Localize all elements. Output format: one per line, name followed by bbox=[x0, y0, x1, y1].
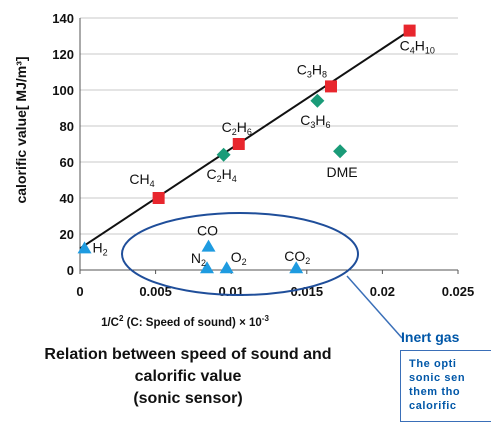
x-tick-labels: 0 0.005 0.01 0.015 0.02 0.025 bbox=[76, 284, 474, 299]
point-c2h6 bbox=[232, 138, 245, 150]
y-tick-label: 100 bbox=[52, 83, 74, 98]
label-o2: O2 bbox=[231, 249, 247, 267]
point-ch4 bbox=[152, 192, 165, 204]
label-c3h6: C3H6 bbox=[300, 112, 330, 130]
y-tick-label: 140 bbox=[52, 11, 74, 26]
inert-gas-box: The opti sonic sen them tho calorific bbox=[400, 350, 491, 422]
trend-line bbox=[79, 29, 411, 250]
inert-gas-text-line: The opti bbox=[409, 358, 457, 370]
y-axis-label: calorific value[ MJ/m³] bbox=[13, 56, 29, 203]
y-tick-labels: 0 20 40 60 80 100 120 140 bbox=[52, 11, 74, 278]
point-co2 bbox=[289, 261, 304, 274]
point-co bbox=[201, 239, 216, 252]
caption-line-2: calorific value bbox=[134, 368, 242, 385]
y-tick-label: 20 bbox=[60, 227, 74, 242]
label-h2: H2 bbox=[93, 239, 108, 257]
y-tick-label: 80 bbox=[60, 119, 74, 134]
callout-line bbox=[346, 275, 403, 339]
x-axis-label-part: 1/C bbox=[101, 316, 119, 329]
y-tick-label: 40 bbox=[60, 191, 74, 206]
inert-gas-text-line: them tho bbox=[409, 386, 461, 398]
label-co: CO bbox=[197, 223, 218, 239]
label-c3h8: C3H8 bbox=[297, 61, 327, 79]
label-n2: N2 bbox=[191, 250, 206, 268]
y-tick-label: 0 bbox=[67, 263, 74, 278]
x-tick-label: 0.015 bbox=[291, 284, 324, 299]
inert-gas-text-line: sonic sen bbox=[409, 372, 466, 384]
x-tick-label: 0.005 bbox=[139, 284, 172, 299]
label-c4h10: C4H10 bbox=[400, 38, 435, 56]
point-c2h4 bbox=[216, 147, 231, 162]
point-n2 bbox=[200, 261, 215, 274]
x-tick-label: 0.025 bbox=[442, 284, 475, 299]
point-h2 bbox=[77, 241, 92, 254]
caption-line-3: (sonic sensor) bbox=[133, 390, 243, 407]
label-ch4: CH4 bbox=[129, 171, 154, 189]
inert-gas-text-line: calorific bbox=[409, 400, 457, 412]
y-tick-label: 120 bbox=[52, 47, 74, 62]
data-labels: CH4 C2H6 C3H8 C4H10 C2H4 C3H6 DME H2 CO N2 O2 CO2 bbox=[93, 38, 435, 269]
label-dme: DME bbox=[327, 164, 358, 180]
point-c3h6 bbox=[310, 93, 325, 108]
point-dme bbox=[333, 144, 348, 159]
x-axis-label-sup: 2 bbox=[118, 314, 124, 323]
point-c4h10 bbox=[403, 24, 416, 37]
chart-caption: Relation between speed of sound and calo… bbox=[8, 344, 368, 410]
data-marks bbox=[77, 24, 416, 274]
label-co2: CO2 bbox=[284, 248, 310, 266]
caption-line-1: Relation between speed of sound and bbox=[44, 346, 332, 363]
inert-gas-text: The opti sonic sen them tho calorific bbox=[409, 357, 491, 413]
x-axis-label: 1/C2 (C: Speed of sound) × 10-3 bbox=[60, 314, 310, 329]
axes bbox=[79, 18, 459, 274]
y-tick-label: 60 bbox=[60, 155, 74, 170]
inert-gas-title: Inert gas bbox=[401, 329, 460, 345]
grid-lines bbox=[80, 17, 458, 235]
x-tick-label: 0.01 bbox=[219, 284, 244, 299]
x-axis-label-sup2: -3 bbox=[261, 314, 269, 323]
x-axis-label-part2: (C: Speed of sound) × 10 bbox=[123, 316, 262, 329]
point-o2 bbox=[219, 261, 234, 274]
inert-gas-ellipse bbox=[121, 212, 359, 296]
label-c2h6: C2H6 bbox=[222, 119, 252, 137]
point-c3h8 bbox=[324, 80, 337, 93]
x-tick-label: 0.02 bbox=[370, 284, 395, 299]
x-tick-label: 0 bbox=[76, 284, 83, 299]
label-c2h4: C2H4 bbox=[206, 166, 236, 184]
